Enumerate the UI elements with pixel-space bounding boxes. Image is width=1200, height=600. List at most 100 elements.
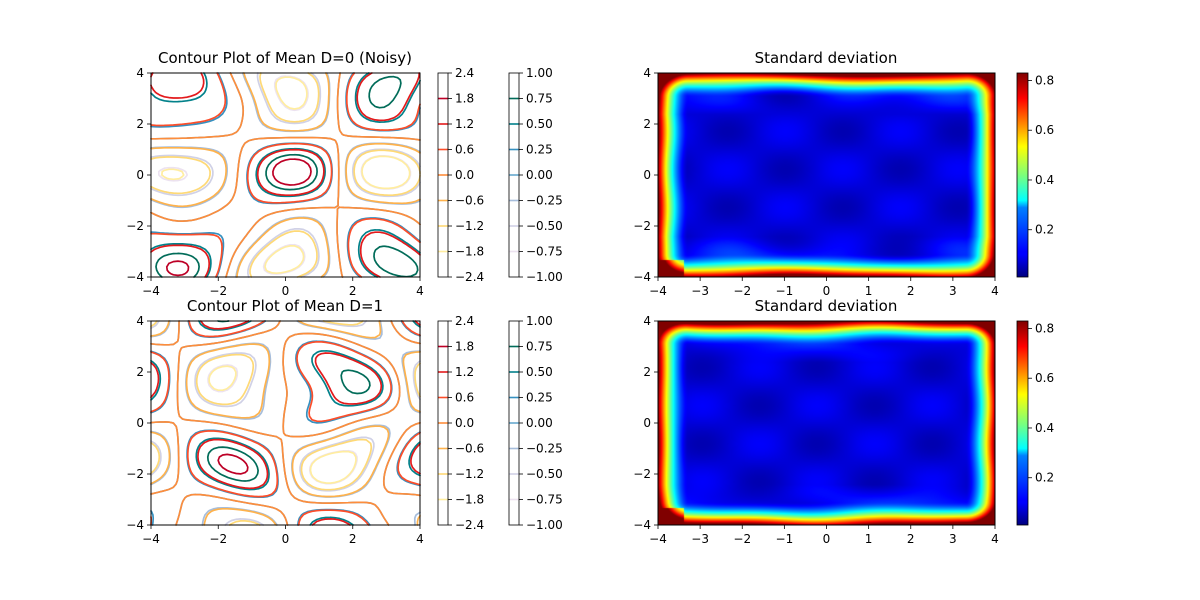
panel-std-d1-xtick-label: 4 [991,532,999,546]
panel-std-d0-ytick-label: 0 [643,168,651,182]
colorbar-jet-ticks-2: 0.8 0.6 0.4 0.2 [1028,321,1054,485]
panel-mean-d1: Contour Plot of Mean D=1 −4 −2 0 2 4 −4 −2 0 2 4 [126,297,424,546]
panel-mean-d1-ytick-label: 0 [136,416,144,430]
panel-mean-d0-contours [150,72,421,278]
panel-mean-d0-yaxis: −4 −2 0 2 4 [126,66,151,284]
panel-std-d1-yaxis: −4 −2 0 2 4 [633,314,658,532]
colorbar-2-tick-label: −1.00 [526,270,563,284]
panel-std-d1-xtick-label: −2 [733,532,751,546]
panel-std-d0-yaxis: −4 −2 0 2 4 [633,66,658,284]
colorbar-3-tick-label: 2.4 [455,314,474,328]
panel-std-d1-ytick-label: 4 [643,314,651,328]
panel-mean-d0-xaxis: −4 −2 0 2 4 [142,277,424,298]
panel-mean-d0-contour-line [150,72,421,278]
colorbar-jet-tick-label: 0.8 [1035,73,1054,87]
panel-std-d0-colorbar: 0.8 0.6 0.4 0.2 [1016,72,1054,278]
colorbar-jet-tick-label: 0.6 [1035,123,1054,137]
colorbar-jet-2-tick-label: 0.4 [1035,421,1054,435]
colorbar-3-ticks: 2.4 1.8 1.2 0.6 0.0 −0.6 −1.2 −1.8 −2.4 [448,314,484,532]
panel-mean-d0-ytick-label: −2 [126,219,144,233]
colorbar-jet-frame [1016,72,1029,278]
panel-std-d1-xtick-label: 2 [907,532,915,546]
panel-std-d1-xtick-label: −1 [776,532,794,546]
colorbar-jet-frame-2 [1016,320,1029,526]
panel-mean-d0-contour-line [150,72,421,278]
panel-mean-d1-xtick-label: −2 [209,532,227,546]
panel-std-d1-ytick-label: −4 [633,518,651,532]
colorbar-1-tick-label: 1.2 [455,117,474,131]
panel-mean-d0-ytick-label: 4 [136,66,144,80]
panel-mean-d0-contour-line [150,72,421,278]
panel-std-d1-ytick-label: 0 [643,416,651,430]
colorbar-3-lines [438,345,448,501]
colorbar-1-tick-label: −0.6 [455,194,484,208]
colorbar-1-lines [438,97,448,253]
panel-mean-d0-xtick-label: −2 [209,284,227,298]
panel-mean-d0-ytick-label: 0 [136,168,144,182]
panel-std-d0-xtick-label: −4 [649,284,667,298]
panel-mean-d0-ytick-label: 2 [136,117,144,131]
colorbar-1-ticks: 2.4 1.8 1.2 0.6 0.0 −0.6 −1.2 −1.8 −2.4 [448,66,484,284]
panel-mean-d1-contour-line [208,365,357,484]
panel-mean-d0-contour-line [161,76,411,275]
colorbar-3-tick-label: 1.8 [455,340,474,354]
colorbar-2-ticks: 1.00 0.75 0.50 0.25 0.00 −0.25 −0.50 −0.75 −1.00 [519,66,563,284]
colorbar-2-tick-label: 0.25 [526,143,553,157]
panel-std-d0-xtick-label: 2 [907,284,915,298]
panel-mean-d1-ytick-label: 4 [136,314,144,328]
colorbar-4-tick-label: 0.75 [526,340,553,354]
panel-mean-d1-plot-area [151,321,420,525]
panel-mean-d1-contour-line [150,320,421,526]
colorbar-jet-gradient [1017,73,1028,277]
panel-mean-d1-title: Contour Plot of Mean D=1 [187,297,383,315]
colorbar-jet-ticks: 0.8 0.6 0.4 0.2 [1028,73,1054,237]
colorbar-3-tick-label: 0.6 [455,391,474,405]
panel-mean-d1-contour-line [150,320,421,526]
panel-std-d0-xtick-label: −3 [691,284,709,298]
panel-mean-d1-contour-line [150,320,421,526]
colorbar-1-tick-label: −2.4 [455,270,484,284]
colorbar-1-tick-label: 0.0 [455,168,474,182]
colorbar-4-tick-label: −0.75 [526,493,563,507]
colorbar-jet-tick-label: 0.4 [1035,173,1054,187]
colorbar-jet-2-tick-label: 0.8 [1035,321,1054,335]
colorbar-3-tick-label: −2.4 [455,518,484,532]
panel-mean-d1-ytick-label: −2 [126,467,144,481]
panel-std-d0-ytick-label: −2 [633,219,651,233]
colorbar-2-tick-label: 0.75 [526,92,553,106]
panel-mean-d1-yaxis: −4 −2 0 2 4 [126,314,151,532]
panel-std-d1-xtick-label: 0 [823,532,831,546]
panel-std-d1-ytick-label: 2 [643,365,651,379]
colorbar-4-tick-label: 0.00 [526,416,553,430]
panel-std-d1-ytick-label: −2 [633,467,651,481]
panel-mean-d0-title: Contour Plot of Mean D=0 (Noisy) [158,49,412,67]
panel-mean-d1-xtick-label: 0 [282,532,290,546]
panel-mean-d0-xtick-label: 4 [416,284,424,298]
colorbar-1-tick-label: 0.6 [455,143,474,157]
colorbar-1-tick-label: 2.4 [455,66,474,80]
colorbar-2-tick-label: 0.00 [526,168,553,182]
panel-std-d0-ytick-label: 4 [643,66,651,80]
panel-std-d1-title: Standard deviation [755,297,898,315]
colorbar-3-tick-label: −1.8 [455,493,484,507]
panel-mean-d1-xaxis: −4 −2 0 2 4 [142,525,424,546]
colorbar-2-tick-label: −0.75 [526,245,563,259]
panel-std-d1-xtick-label: −3 [691,532,709,546]
panel-mean-d0-colorbar-1: 2.4 1.8 1.2 0.6 0.0 −0.6 −1.2 −1.8 −2.4 [437,66,484,284]
panel-std-d1-xtick-label: 3 [949,532,957,546]
panel-std-d0-heatmap [658,73,995,277]
panel-std-d0-xtick-label: 3 [949,284,957,298]
colorbar-4-tick-label: 0.25 [526,391,553,405]
panel-mean-d1-xtick-label: −4 [142,532,160,546]
colorbar-2-tick-label: 0.50 [526,117,553,131]
panel-std-d0-xtick-label: 0 [823,284,831,298]
colorbar-jet-tick-label: 0.2 [1035,223,1054,237]
panel-std-d0-xtick-label: 4 [991,284,999,298]
panel-mean-d1-contour-line [217,453,249,475]
panel-std-d0-xtick-label: −2 [733,284,751,298]
panel-std-d1-heatmap [658,321,995,525]
panel-mean-d0-contour-line [150,72,421,278]
colorbar-2-tick-label: 1.00 [526,66,553,80]
colorbar-1-tick-label: 1.8 [455,92,474,106]
